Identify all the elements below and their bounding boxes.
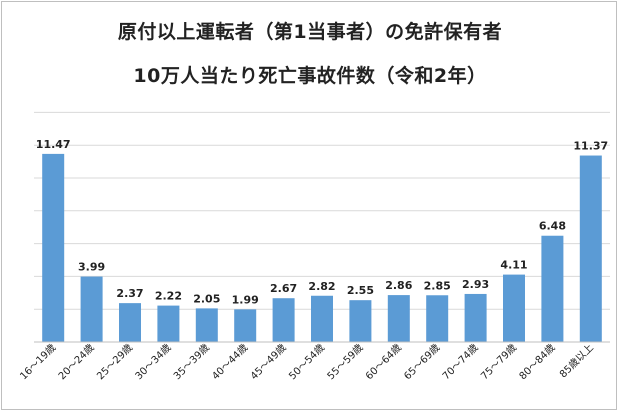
- bar: [195, 308, 218, 342]
- bar: [234, 309, 257, 342]
- value-label: 11.37: [573, 140, 608, 153]
- bar: [311, 295, 333, 342]
- value-label: 2.93: [462, 278, 489, 291]
- bar: [157, 305, 180, 342]
- value-labels: 11.47 3.99 2.37 2.22 2.05 1.99 2.67 2.82 2.55 2.8…: [36, 138, 608, 306]
- value-label: 2.67: [270, 282, 297, 295]
- category-label: 60～64歳: [363, 342, 404, 383]
- value-label: 2.05: [193, 292, 220, 305]
- value-label: 2.85: [424, 279, 451, 292]
- bar: [426, 295, 449, 342]
- chart-title-line2: 10万人当たり死亡事故件数（令和2年）: [133, 65, 487, 87]
- category-label: 85歳以上: [557, 342, 596, 381]
- bar: [503, 274, 525, 342]
- category-label: 20～24歳: [56, 342, 97, 383]
- category-label: 35～39歳: [171, 342, 212, 383]
- category-label: 16～19歳: [18, 342, 59, 383]
- bar: [541, 235, 564, 342]
- bars: [42, 153, 602, 342]
- category-label: 45～49歳: [248, 342, 289, 383]
- value-label: 3.99: [78, 261, 105, 274]
- category-label: 65～69歳: [402, 342, 443, 383]
- bar: [80, 276, 103, 342]
- bar: [272, 298, 295, 342]
- bar: [464, 293, 487, 342]
- value-label: 2.82: [308, 280, 335, 293]
- bar: [579, 155, 602, 342]
- category-label: 40～44歳: [210, 342, 251, 383]
- category-labels: 16～19歳20～24歳25～29歳30～34歳35～39歳40～44歳45～4…: [18, 342, 596, 383]
- category-label: 30～34歳: [133, 342, 174, 383]
- value-label: 1.99: [232, 293, 259, 306]
- bar: [387, 295, 410, 342]
- category-label: 80～84歳: [517, 342, 558, 383]
- bar: [119, 303, 141, 342]
- category-label: 75～79歳: [478, 342, 519, 383]
- value-label: 2.37: [116, 287, 143, 300]
- value-label: 2.22: [155, 290, 182, 303]
- category-label: 55～59歳: [325, 342, 366, 383]
- category-label: 25～29歳: [94, 342, 135, 383]
- chart-title-line1: 原付以上運転者（第1当事者）の免許保有者: [117, 21, 503, 43]
- bar: [42, 153, 65, 342]
- value-label: 6.48: [539, 220, 566, 233]
- bar: [349, 300, 372, 342]
- value-label: 2.86: [385, 279, 412, 292]
- value-label: 11.47: [36, 138, 71, 151]
- category-label: 50～54歳: [286, 342, 327, 383]
- category-label: 70～74歳: [440, 342, 481, 383]
- value-label: 2.55: [347, 284, 374, 297]
- value-label: 4.11: [500, 259, 527, 272]
